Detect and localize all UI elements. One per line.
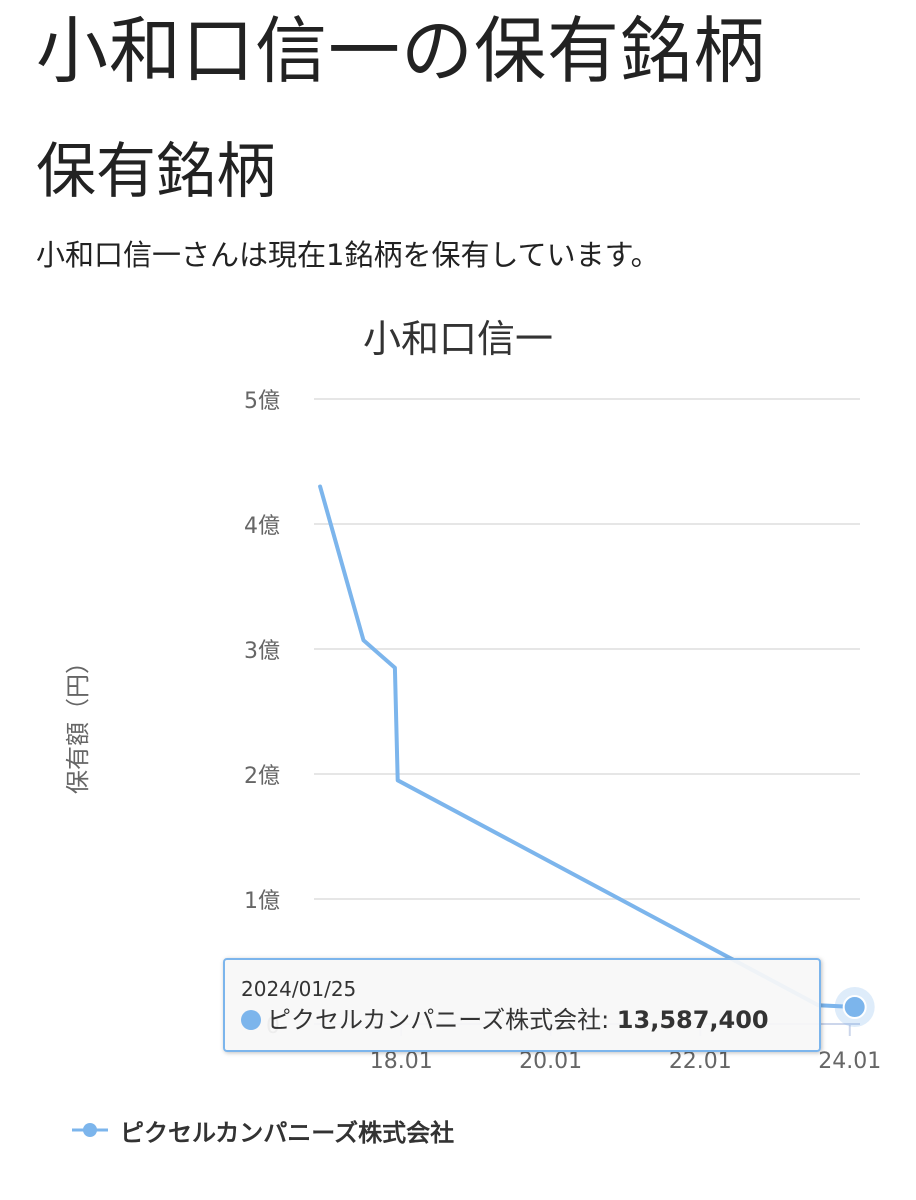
- y-tick-label: 3億: [244, 639, 280, 664]
- legend-line-marker-icon: [72, 1123, 108, 1137]
- y-axis-labels: 01億2億3億4億5億: [244, 389, 280, 1039]
- chart-legend[interactable]: ピクセルカンパニーズ株式会社: [72, 1110, 454, 1150]
- tooltip-date: 2024/01/25: [241, 977, 357, 1001]
- y-tick-label: 4億: [244, 514, 280, 539]
- x-tick-label: 18.01: [370, 1049, 433, 1074]
- y-axis-title: 保有額（円）: [64, 650, 92, 794]
- intro-text: 小和口信一さんは現在1銘柄を保有しています。: [36, 238, 660, 272]
- x-tick-label: 22.01: [669, 1049, 732, 1074]
- x-tick-label: 24.01: [818, 1049, 881, 1074]
- hover-point: [842, 995, 867, 1020]
- series-line: [318, 484, 857, 1009]
- tooltip-row: ピクセルカンパニーズ株式会社: 13,587,400: [241, 1004, 819, 1036]
- legend-item-label[interactable]: ピクセルカンパニーズ株式会社: [120, 1118, 455, 1147]
- y-tick-label: 1億: [244, 889, 280, 914]
- chart-tooltip: 2024/01/25 ピクセルカンパニーズ株式会社: 13,587,400: [223, 958, 821, 1052]
- chart-title: 小和口信一: [363, 317, 553, 361]
- y-tick-label: 5億: [244, 389, 280, 414]
- page-title: 小和口信一の保有銘柄: [36, 9, 767, 93]
- y-tick-label: 2億: [244, 764, 280, 789]
- x-tick-label: 20.01: [519, 1049, 582, 1074]
- tooltip-value: 13,587,400: [616, 1006, 769, 1034]
- tooltip-series-label: ピクセルカンパニーズ株式会社:: [267, 1006, 617, 1034]
- section-title: 保有銘柄: [36, 137, 276, 207]
- tooltip-series-dot: [241, 1010, 261, 1030]
- series-layer: [318, 484, 875, 1028]
